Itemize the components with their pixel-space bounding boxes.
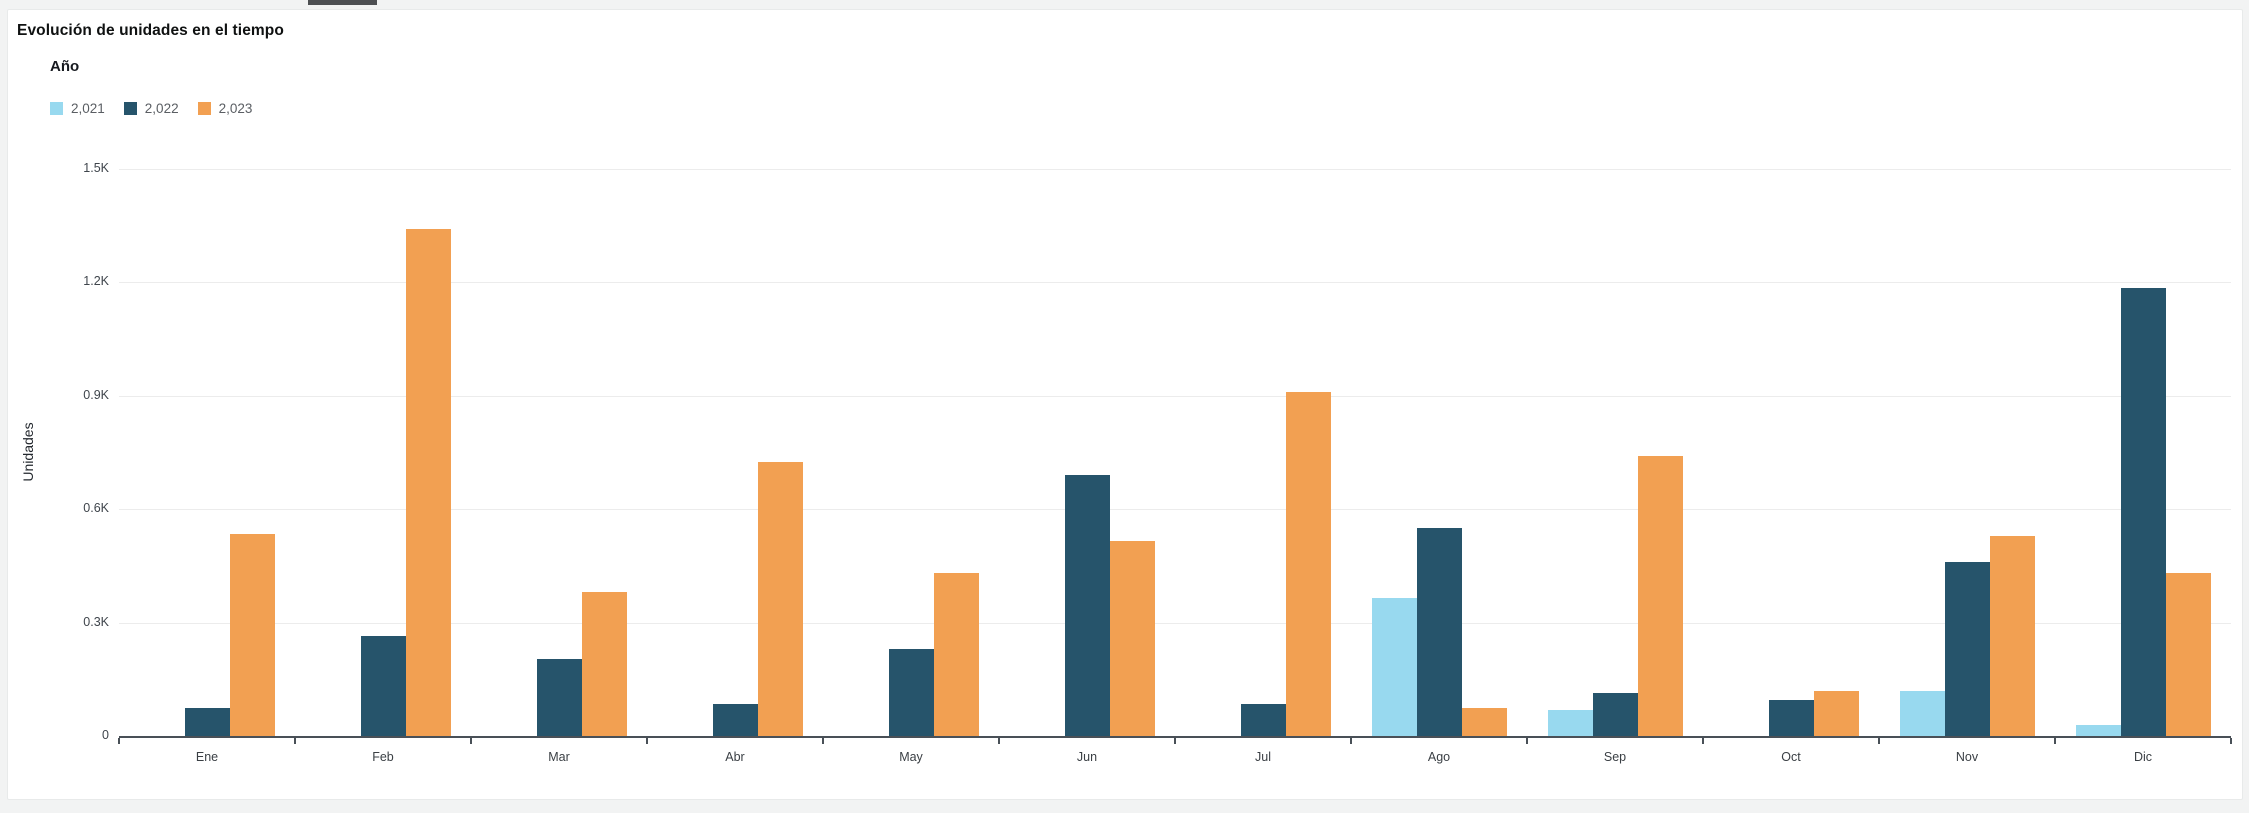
bar-group-jul: [1175, 169, 1351, 736]
gridline: [119, 282, 2231, 283]
gridline: [119, 169, 2231, 170]
y-tick-label: 0: [102, 728, 109, 742]
x-tick-label: Ene: [195, 750, 219, 764]
x-tick-label: Abr: [725, 750, 745, 764]
x-tick-label: Nov: [1955, 750, 1979, 764]
x-tick-label: Jun: [1076, 750, 1098, 764]
bar-group-oct: [1703, 169, 1879, 736]
bar-ago-2023[interactable]: [1461, 708, 1507, 736]
bar-group-ago: [1351, 169, 1527, 736]
x-axis-tick: [2230, 738, 2232, 744]
gridline: [119, 509, 2231, 510]
plot-area: [119, 169, 2231, 736]
x-axis-tick: [1350, 738, 1352, 744]
x-axis-tick: [1526, 738, 1528, 744]
bar-group-ene: [119, 169, 295, 736]
bar-ago-2022[interactable]: [1416, 528, 1462, 736]
bar-oct-2023[interactable]: [1813, 691, 1859, 736]
legend-label: 2,021: [71, 101, 105, 116]
x-axis-tick: [998, 738, 1000, 744]
bar-group-mar: [471, 169, 647, 736]
bar-jul-2023[interactable]: [1285, 392, 1331, 736]
bar-dic-2023[interactable]: [2165, 573, 2211, 736]
y-axis-title: Unidades: [20, 422, 36, 482]
legend-label: 2,022: [144, 101, 179, 116]
bar-group-jun: [999, 169, 1175, 736]
x-tick-label: May: [899, 750, 923, 764]
legend-item-2023[interactable]: 2,023: [197, 101, 253, 116]
bar-may-2023[interactable]: [933, 573, 979, 736]
x-tick-label: Feb: [372, 750, 394, 764]
bar-sep-2021[interactable]: [1547, 710, 1593, 736]
x-axis-tick: [118, 738, 120, 744]
bar-nov-2021[interactable]: [1899, 691, 1945, 736]
bar-group-nov: [1879, 169, 2055, 736]
y-tick-label: 0.6K: [83, 501, 109, 515]
x-axis-tick: [470, 738, 472, 744]
x-axis-tick: [2054, 738, 2056, 744]
x-tick-label: Oct: [1781, 750, 1801, 764]
y-tick-label: 1.2K: [83, 274, 109, 288]
bar-sep-2023[interactable]: [1637, 456, 1683, 736]
legend-swatch: [50, 102, 63, 115]
bar-sep-2022[interactable]: [1592, 693, 1638, 736]
bar-group-abr: [647, 169, 823, 736]
bar-mar-2022[interactable]: [536, 659, 582, 736]
chart-card: Evolución de unidades en el tiempo Año 2…: [7, 9, 2243, 800]
bar-group-dic: [2055, 169, 2231, 736]
gridline: [119, 623, 2231, 624]
y-tick-label: 0.9K: [83, 388, 109, 402]
legend-swatch: [123, 102, 137, 115]
bar-mar-2023[interactable]: [581, 592, 627, 736]
y-tick-label: 0.3K: [83, 615, 109, 629]
x-axis-tick: [1878, 738, 1880, 744]
x-axis-tick: [822, 738, 824, 744]
x-axis-tick: [646, 738, 648, 744]
bar-nov-2022[interactable]: [1944, 562, 1990, 736]
legend-item-2022[interactable]: 2,022: [123, 101, 179, 116]
x-tick-label: Jul: [1255, 750, 1271, 764]
bar-ene-2023[interactable]: [229, 534, 275, 736]
x-tick-label: Dic: [2133, 750, 2153, 764]
bar-nov-2023[interactable]: [1989, 536, 2035, 736]
x-tick-label: Sep: [1603, 750, 1627, 764]
legend-label: 2,023: [218, 101, 253, 116]
legend-swatch: [197, 102, 211, 115]
bar-group-may: [823, 169, 999, 736]
bar-dic-2021[interactable]: [2075, 725, 2121, 736]
bar-group-sep: [1527, 169, 1703, 736]
gridline: [119, 396, 2231, 397]
x-axis-line: [119, 736, 2231, 738]
bar-jul-2022[interactable]: [1240, 704, 1286, 736]
bar-dic-2022[interactable]: [2120, 288, 2166, 736]
chart-title: Evolución de unidades en el tiempo: [17, 22, 284, 39]
bar-ene-2022[interactable]: [184, 708, 230, 736]
bar-feb-2023[interactable]: [405, 229, 451, 736]
x-axis-tick: [1174, 738, 1176, 744]
bar-may-2022[interactable]: [888, 649, 934, 736]
x-tick-label: Ago: [1427, 750, 1451, 764]
bar-group-feb: [295, 169, 471, 736]
bar-feb-2022[interactable]: [360, 636, 406, 736]
legend-item-2021[interactable]: 2,021: [50, 101, 105, 116]
bar-jun-2022[interactable]: [1064, 475, 1110, 736]
y-tick-label: 1.5K: [83, 161, 109, 175]
x-tick-label: Mar: [548, 750, 570, 764]
top-tab-fragment: [308, 0, 377, 5]
bar-abr-2023[interactable]: [757, 462, 803, 736]
x-axis-tick: [1702, 738, 1704, 744]
bar-jun-2023[interactable]: [1109, 541, 1155, 736]
x-axis-tick: [294, 738, 296, 744]
legend-title: Año: [50, 58, 80, 75]
bar-oct-2022[interactable]: [1768, 700, 1814, 736]
bar-ago-2021[interactable]: [1371, 598, 1417, 736]
legend: 2,021 2,022 2,023: [50, 101, 252, 116]
bar-abr-2022[interactable]: [712, 704, 758, 736]
